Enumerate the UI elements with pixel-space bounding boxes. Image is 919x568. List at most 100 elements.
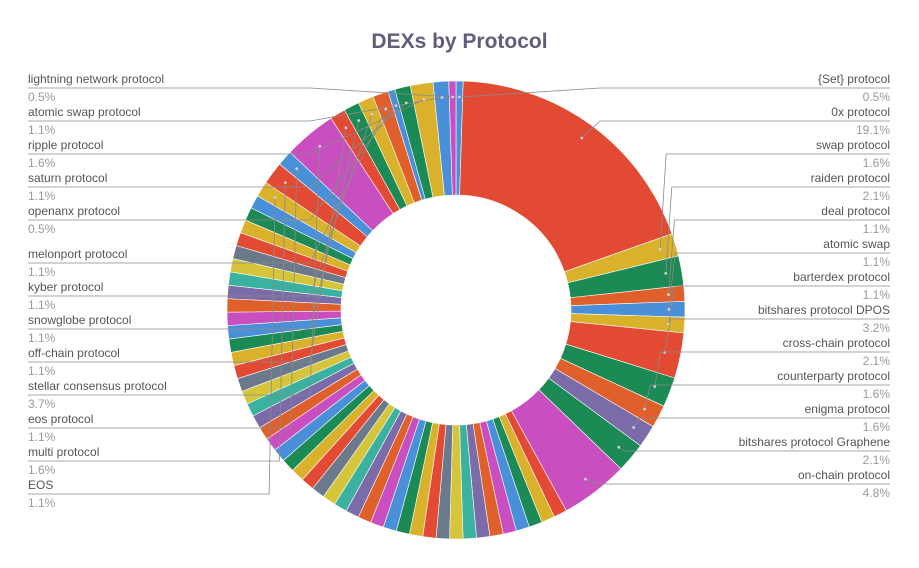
slice-label: off-chain protocol — [28, 346, 120, 360]
slice-value: 1.1% — [28, 123, 56, 137]
slice-value: 0.5% — [28, 222, 56, 236]
label-leader-line — [654, 351, 890, 387]
slice-label: on-chain protocol — [798, 468, 890, 482]
label-leader-line — [581, 120, 890, 139]
slice-label: melonport protocol — [28, 247, 127, 261]
leader-anchor-dot — [658, 247, 662, 251]
slice-value: 1.1% — [28, 189, 56, 203]
label-leader-line — [28, 197, 276, 495]
leader-anchor-dot — [617, 445, 621, 449]
slice-value: 1.1% — [28, 265, 56, 279]
slice-value: 1.6% — [863, 156, 891, 170]
leader-anchor-dot — [643, 407, 646, 411]
label-leader-line — [28, 108, 387, 264]
leader-anchor-dot — [451, 95, 455, 99]
leader-anchor-dot — [663, 351, 667, 354]
label-leader-line — [28, 168, 298, 429]
slice-value: 4.8% — [863, 486, 891, 500]
label-leader-line — [659, 153, 890, 250]
slice-label: eos protocol — [28, 412, 93, 426]
label-leader-line — [665, 186, 890, 274]
slice-label: atomic swap — [823, 237, 890, 251]
slice-value: 1.1% — [28, 496, 56, 510]
slice-value: 1.1% — [863, 222, 891, 236]
leader-anchor-dot — [632, 426, 636, 429]
leader-anchor-dot — [357, 119, 361, 122]
slice-label: EOS — [28, 478, 53, 492]
slice-label: enigma protocol — [805, 402, 890, 416]
label-leader-line — [618, 446, 890, 452]
leader-anchor-dot — [580, 136, 584, 140]
leader-anchor-dot — [404, 101, 408, 105]
slice-value: 0.5% — [863, 90, 891, 104]
label-leader-line — [28, 99, 425, 155]
slice-value: 1.6% — [28, 156, 56, 170]
slice-value: 1.6% — [863, 420, 891, 434]
leader-anchor-dot — [664, 271, 668, 275]
label-leader-line — [668, 219, 890, 295]
label-leader-line — [28, 127, 347, 363]
slice-label: ripple protocol — [28, 138, 103, 152]
leader-anchor-dot — [370, 112, 374, 116]
leader-anchor-dot — [344, 126, 348, 130]
label-leader-line — [668, 252, 890, 310]
leader-anchor-dot — [273, 196, 277, 199]
leader-anchor-dot — [584, 477, 587, 481]
slice-value: 1.1% — [28, 430, 56, 444]
leader-anchor-dot — [318, 144, 322, 148]
leader-anchor-dot — [394, 104, 398, 108]
leader-anchor-dot — [440, 96, 444, 99]
slice-label: raiden protocol — [811, 171, 890, 185]
leader-anchor-dot — [384, 107, 388, 111]
slice-value: 2.1% — [863, 354, 891, 368]
slice-label: deal protocol — [821, 204, 890, 218]
label-leader-line — [28, 120, 360, 330]
pie-slice[interactable] — [459, 80, 673, 273]
slice-value: 19.1% — [856, 123, 890, 137]
slice-label: multi protocol — [28, 445, 99, 459]
slice-label: cross-chain protocol — [783, 336, 890, 350]
leader-anchor-dot — [667, 293, 670, 297]
label-leader-line — [459, 87, 890, 98]
label-leader-line — [668, 285, 890, 325]
label-leader-line — [633, 417, 890, 428]
leader-anchor-dot — [653, 385, 657, 388]
leader-anchor-dot — [283, 181, 287, 185]
slice-label: openanx protocol — [28, 204, 120, 218]
slice-label: swap protocol — [816, 138, 890, 152]
slice-label: stellar consensus protocol — [28, 379, 167, 393]
slice-label: saturn protocol — [28, 171, 107, 185]
slice-value: 1.1% — [28, 298, 56, 312]
slice-label: kyber protocol — [28, 280, 103, 294]
slice-label: snowglobe protocol — [28, 313, 131, 327]
slice-label: bitshares protocol Graphene — [739, 435, 891, 449]
leader-anchor-dot — [422, 98, 426, 101]
slice-label: bitshares protocol DPOS — [758, 303, 890, 317]
slice-label: 0x protocol — [831, 105, 890, 119]
leader-anchor-dot — [667, 322, 670, 326]
slice-label: atomic swap protocol — [28, 105, 141, 119]
chart-title: DEXs by Protocol — [371, 30, 548, 53]
slice-value: 1.1% — [863, 255, 891, 269]
slice-label: barterdex protocol — [793, 270, 890, 284]
label-leader-line — [28, 102, 407, 188]
label-leader-line — [28, 105, 397, 221]
slice-value: 1.6% — [28, 463, 56, 477]
slice-value: 0.5% — [28, 90, 56, 104]
slice-label: counterparty protocol — [777, 369, 890, 383]
slice-value: 2.1% — [863, 189, 891, 203]
leader-anchor-dot — [295, 167, 299, 171]
slice-value: 1.6% — [863, 387, 891, 401]
label-leader-line — [28, 97, 443, 122]
label-leader-line — [28, 87, 453, 98]
label-leader-line — [28, 182, 286, 462]
label-leader-line — [28, 114, 373, 297]
label-leader-line — [664, 318, 890, 353]
slice-value: 1.1% — [863, 288, 891, 302]
pie-slice[interactable] — [448, 80, 457, 196]
label-leader-line — [585, 478, 890, 485]
leader-anchor-dot — [667, 307, 671, 311]
label-leader-line — [644, 384, 890, 410]
